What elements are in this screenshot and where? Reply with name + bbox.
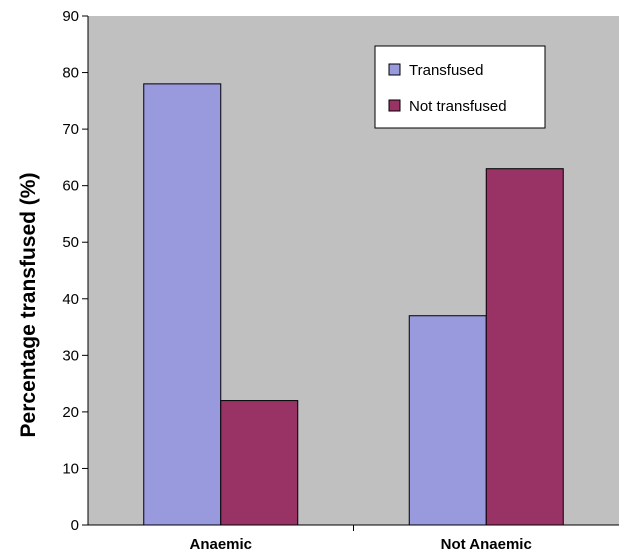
bar-not-transfused-not-anaemic bbox=[485, 168, 564, 526]
legend-label: Transfused bbox=[409, 62, 483, 79]
x-category-label: Not Anaemic bbox=[441, 536, 532, 553]
legend-label: Not transfused bbox=[409, 98, 507, 115]
legend-box bbox=[374, 45, 546, 129]
x-axis-ticks: Anaemic Not Anaemic bbox=[189, 525, 532, 553]
y-tick-label: 80 bbox=[62, 65, 79, 82]
y-tick-label: 30 bbox=[62, 347, 79, 364]
y-axis-ticks: 0 10 20 30 40 50 60 70 80 90 bbox=[62, 8, 88, 534]
y-tick-label: 20 bbox=[62, 404, 79, 421]
bar-transfused-anaemic bbox=[143, 83, 222, 526]
legend-swatch bbox=[388, 99, 401, 112]
y-tick-label: 90 bbox=[62, 8, 79, 25]
bar-transfused-not-anaemic bbox=[408, 315, 487, 526]
y-tick-label: 10 bbox=[62, 460, 79, 477]
y-tick-label: 40 bbox=[62, 291, 79, 308]
y-axis-title: Percentage transfused (%) bbox=[17, 173, 40, 438]
y-tick-label: 70 bbox=[62, 121, 79, 138]
bar-not-transfused-anaemic bbox=[220, 400, 299, 526]
bars-group bbox=[143, 83, 564, 526]
y-tick-label: 0 bbox=[71, 517, 79, 534]
y-tick-label: 50 bbox=[62, 234, 79, 251]
x-category-label: Anaemic bbox=[189, 536, 252, 553]
legend: Transfused Not transfused bbox=[374, 45, 546, 129]
y-tick-label: 60 bbox=[62, 178, 79, 195]
legend-swatch bbox=[388, 63, 401, 76]
